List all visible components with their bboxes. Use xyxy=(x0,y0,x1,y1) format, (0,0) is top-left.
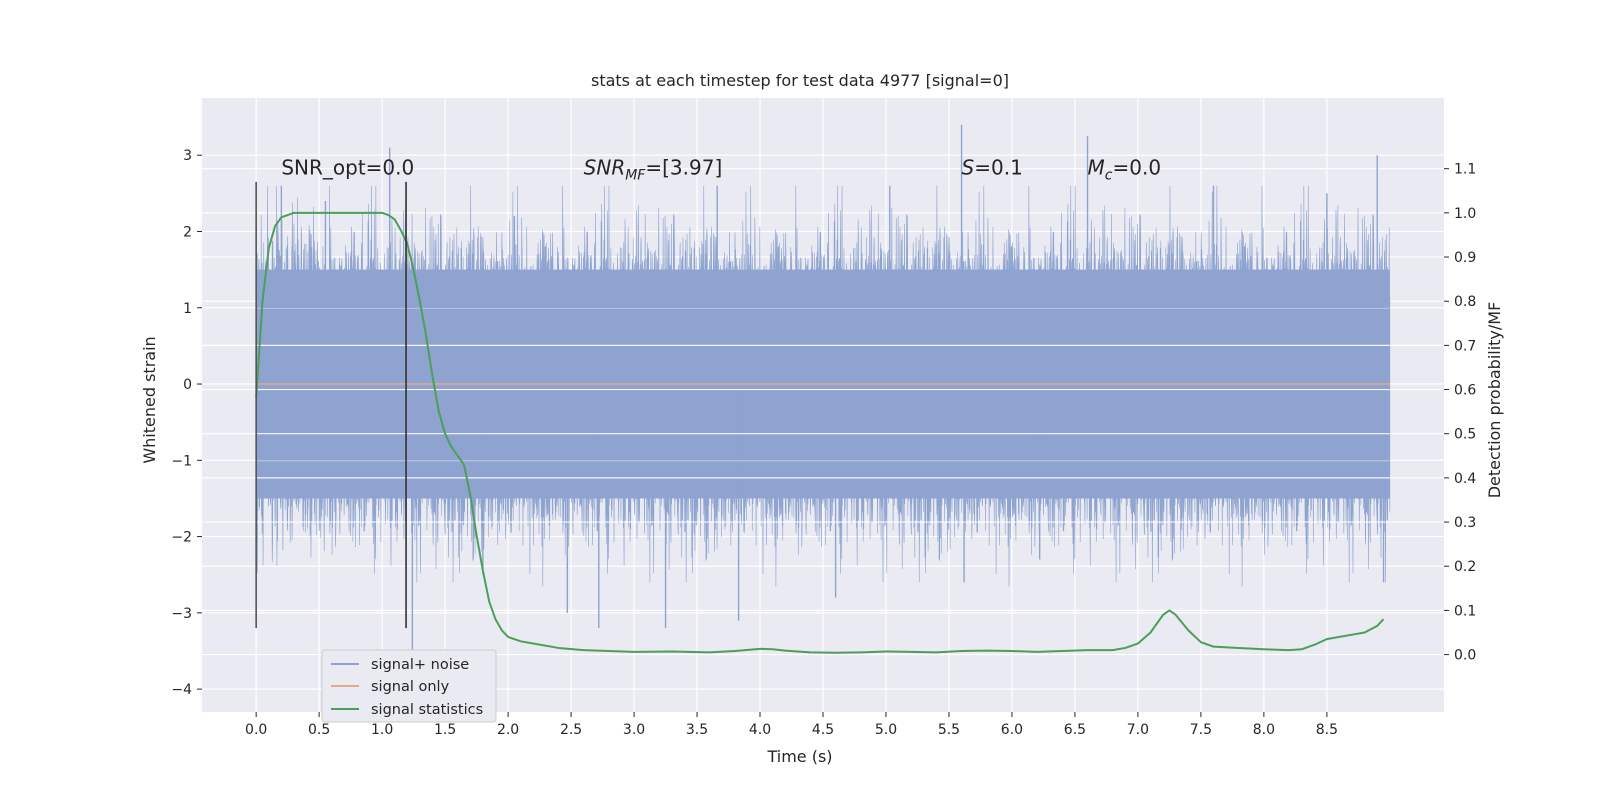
y2-axis-ticks: 0.0 0.1 0.2 0.3 0.4 0.5 0.6 0.7 0.8 0.9 1.0 1.1 xyxy=(1444,162,1476,664)
y-tick-label: −3 xyxy=(171,606,192,622)
chart-title: stats at each timestep for test data 497… xyxy=(591,71,1009,90)
y2-tick-label: 0.4 xyxy=(1454,471,1476,487)
x-tick-label: 2.5 xyxy=(560,722,582,738)
x-tick-label: 5.0 xyxy=(875,722,897,738)
y2-tick-label: 1.0 xyxy=(1454,206,1476,222)
legend-label-signal-plus-noise: signal+ noise xyxy=(371,657,469,673)
x-tick-label: 4.5 xyxy=(812,722,834,738)
y2-tick-label: 0.1 xyxy=(1454,603,1476,619)
y-tick-label: 0 xyxy=(183,377,192,393)
x-tick-label: 6.0 xyxy=(1001,722,1023,738)
legend-box xyxy=(321,649,497,723)
y-axis-label: Whitened strain xyxy=(140,336,159,463)
y2-tick-label: 0.3 xyxy=(1454,515,1476,531)
x-tick-label: 7.5 xyxy=(1190,722,1212,738)
x-tick-label: 6.5 xyxy=(1064,722,1086,738)
y2-tick-label: 0.9 xyxy=(1454,250,1476,266)
x-tick-label: 8.0 xyxy=(1253,722,1275,738)
annotation-snr-mf: SNRMF=[3.97] xyxy=(584,155,723,183)
legend-label-signal-only: signal only xyxy=(371,679,450,695)
y2-tick-label: 0.2 xyxy=(1454,559,1476,575)
x-tick-label: 1.5 xyxy=(434,722,456,738)
legend: signal+ noise signal only signal statist… xyxy=(321,649,497,723)
x-axis-label: Time (s) xyxy=(766,747,832,766)
x-tick-label: 5.5 xyxy=(938,722,960,738)
y-axis-ticks: −4 −3 −2 −1 0 1 2 3 xyxy=(171,148,202,698)
annotation-mc-value: Mc=0.0 xyxy=(1088,155,1162,183)
annotations: SNR_opt=0.0 SNRMF=[3.97] S=0.1 Mc=0.0 xyxy=(281,155,1161,183)
x-tick-label: 2.0 xyxy=(497,722,519,738)
y2-tick-label: 1.1 xyxy=(1454,162,1476,178)
y-tick-label: 2 xyxy=(183,224,192,240)
signal-statistics-line xyxy=(255,211,1385,654)
y-tick-label: −1 xyxy=(171,453,192,469)
x-tick-label: 8.5 xyxy=(1316,722,1338,738)
x-axis-ticks: 0.0 0.5 1.0 1.5 2.0 2.5 3.0 3.5 4.0 4.5 5.0 5.5 6.0 6… xyxy=(245,712,1338,738)
x-tick-label: 3.5 xyxy=(686,722,708,738)
x-tick-label: 1.0 xyxy=(371,722,393,738)
y2-tick-label: 0.7 xyxy=(1454,338,1476,354)
annotation-s-value: S=0.1 xyxy=(962,155,1023,179)
x-tick-label: 4.0 xyxy=(749,722,771,738)
x-tick-label: 3.0 xyxy=(623,722,645,738)
y-tick-label: 1 xyxy=(183,301,192,317)
y2-tick-label: 0.8 xyxy=(1454,294,1476,310)
x-tick-label: 0.5 xyxy=(308,722,330,738)
x-tick-label: 7.0 xyxy=(1127,722,1149,738)
y2-tick-label: 0.0 xyxy=(1454,648,1476,664)
y-tick-label: −4 xyxy=(171,682,192,698)
x-tick-label: 0.0 xyxy=(245,722,267,738)
y-tick-label: −2 xyxy=(171,530,192,546)
y2-axis-label: Detection probability/MF xyxy=(1485,302,1504,499)
y2-tick-label: 0.5 xyxy=(1454,427,1476,443)
annotation-snr-opt: SNR_opt=0.0 xyxy=(281,155,414,179)
legend-label-signal-statistics: signal statistics xyxy=(371,702,483,718)
vertical-markers xyxy=(255,181,407,629)
y2-tick-label: 0.6 xyxy=(1454,383,1476,399)
y-tick-label: 3 xyxy=(183,148,192,164)
series-signal-statistics xyxy=(255,211,1385,654)
